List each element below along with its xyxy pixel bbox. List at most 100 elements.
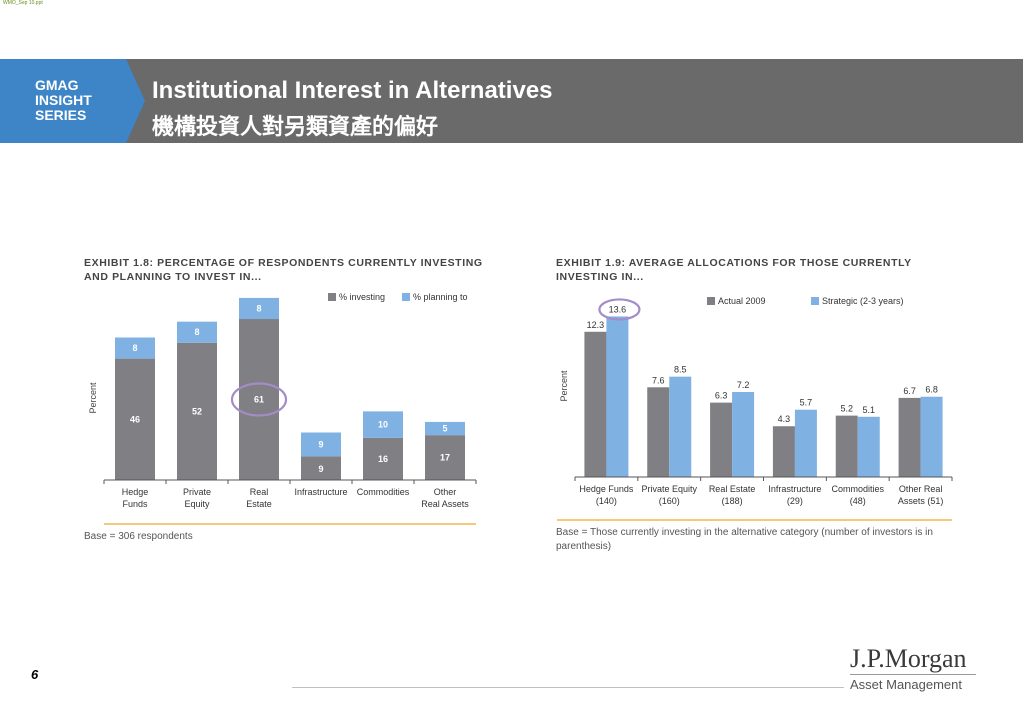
bar-planning [363, 411, 403, 438]
title-banner [0, 59, 1023, 143]
bar-label-strategic: 7.2 [737, 380, 750, 390]
x-tick-label: Other [434, 487, 457, 497]
y-axis-label: Percent [88, 382, 98, 414]
bar-investing [301, 456, 341, 480]
exhibit-1-8-chart: Percent 46 8 Hedge Funds 52 8 Private Equity 61 8 R… [88, 292, 477, 525]
exhibit-1-9-chart: Percent 12.3 13.6 Hedge Funds (140) 7.6 8.5 Pri… [557, 296, 953, 521]
highlight-circle [230, 382, 288, 417]
bar-label-investing: 17 [440, 453, 450, 463]
x-tick-label: Private Equity [641, 484, 697, 494]
bar-planning [301, 432, 341, 457]
series-line-3: SERIES [35, 107, 87, 123]
legend-label-strategic: Strategic (2-3 years) [822, 296, 904, 306]
bar-strategic [669, 376, 692, 477]
x-tick-label: Real [250, 487, 269, 497]
series-tag [0, 59, 145, 143]
document-id: WMO_Sep 10.ppt [3, 0, 43, 6]
page-number: 6 [31, 667, 39, 682]
legend-swatch-investing [328, 293, 336, 301]
legend-label-investing: % investing [339, 292, 385, 302]
bar-actual [647, 387, 670, 477]
bar-label-investing: 61 [254, 395, 264, 405]
bar-investing [177, 342, 217, 480]
bar-label-planning: 10 [378, 420, 388, 430]
bar-planning [115, 337, 155, 359]
bar-actual [710, 402, 733, 477]
bar-strategic [920, 396, 943, 477]
bar-label-planning: 9 [318, 439, 323, 449]
x-tick-label: (140) [596, 496, 617, 506]
x-tick-label: Private [183, 487, 211, 497]
bar-label-actual: 5.2 [840, 404, 853, 414]
bar-label-actual: 4.3 [778, 414, 791, 424]
bar-planning [239, 297, 279, 320]
x-tick-label: Commodities [831, 484, 884, 494]
bar-actual [835, 415, 858, 477]
bar-strategic [732, 392, 755, 477]
bar-label-investing: 52 [192, 406, 202, 416]
x-tick-label: Real Estate [709, 484, 756, 494]
bar-label-planning: 5 [442, 424, 447, 434]
exhibit-1-9-base-note: Base = Those currently investing in the … [556, 527, 933, 552]
bar-investing [115, 358, 155, 480]
bar-actual [898, 397, 921, 477]
bar-label-actual: 6.7 [903, 386, 916, 396]
bar-label-investing: 46 [130, 414, 140, 424]
highlight-circle [598, 298, 641, 321]
bar-strategic [794, 409, 817, 477]
bar-actual [772, 426, 795, 477]
legend-label-planning: % planning to [413, 292, 468, 302]
x-tick-label: Estate [246, 499, 272, 509]
bar-investing [239, 319, 279, 480]
bar-label-actual: 7.6 [652, 375, 665, 385]
legend-swatch-strategic [811, 297, 819, 305]
company-logo: J.P.Morgan Asset Management [850, 645, 976, 692]
bar-label-actual: 6.3 [715, 391, 728, 401]
legend-swatch-actual [707, 297, 715, 305]
bar-label-planning: 8 [132, 343, 137, 353]
legend-label-actual: Actual 2009 [718, 296, 766, 306]
x-tick-label: Hedge Funds [579, 484, 634, 494]
exhibit-1-9-title: EXHIBIT 1.9: AVERAGE ALLOCATIONS FOR THO… [556, 257, 912, 283]
bar-label-strategic: 8.5 [674, 365, 687, 375]
series-name: GMAG INSIGHT SERIES [35, 78, 125, 123]
bar-label-planning: 8 [256, 303, 261, 313]
bar-label-planning: 8 [194, 327, 199, 337]
series-line-1: GMAG [35, 77, 79, 93]
bar-investing [425, 435, 465, 480]
logo-divider [850, 674, 976, 675]
bar-label-strategic: 13.6 [609, 304, 627, 314]
bar-label-strategic: 6.8 [925, 385, 938, 395]
bar-strategic [606, 316, 629, 477]
footer-divider [292, 687, 844, 688]
exhibit-1-8-base-note: Base = 306 respondents [84, 531, 193, 542]
x-tick-label: Equity [184, 499, 210, 509]
logo-name: J.P.Morgan [850, 644, 967, 673]
bar-label-strategic: 5.1 [862, 405, 875, 415]
page-title: Institutional Interest in Alternatives [152, 77, 553, 104]
x-tick-label: (188) [722, 496, 743, 506]
x-tick-label: Infrastructure [294, 487, 347, 497]
bar-planning [177, 321, 217, 343]
bar-label-actual: 12.3 [587, 320, 605, 330]
page-subtitle: 機構投資人對另類資產的偏好 [152, 114, 439, 140]
legend-swatch-planning [402, 293, 410, 301]
logo-subtitle: Asset Management [850, 677, 963, 692]
x-tick-label: (48) [850, 496, 866, 506]
x-tick-label: Infrastructure [768, 484, 821, 494]
series-line-2: INSIGHT [35, 92, 92, 108]
bar-actual [584, 331, 607, 477]
bar-label-investing: 16 [378, 454, 388, 464]
x-tick-label: (160) [659, 496, 680, 506]
bar-label-investing: 9 [318, 464, 323, 474]
x-tick-label: Other Real [899, 484, 943, 494]
x-tick-label: Hedge [122, 487, 149, 497]
bar-label-strategic: 5.7 [800, 398, 813, 408]
bar-investing [363, 437, 403, 480]
exhibit-1-8-title: EXHIBIT 1.8: PERCENTAGE OF RESPONDENTS C… [84, 257, 483, 283]
x-tick-label: Commodities [357, 487, 410, 497]
bar-planning [425, 421, 465, 436]
x-tick-label: Real Assets [421, 499, 469, 509]
x-tick-label: Funds [122, 499, 148, 509]
x-tick-label: Assets (51) [898, 496, 944, 506]
